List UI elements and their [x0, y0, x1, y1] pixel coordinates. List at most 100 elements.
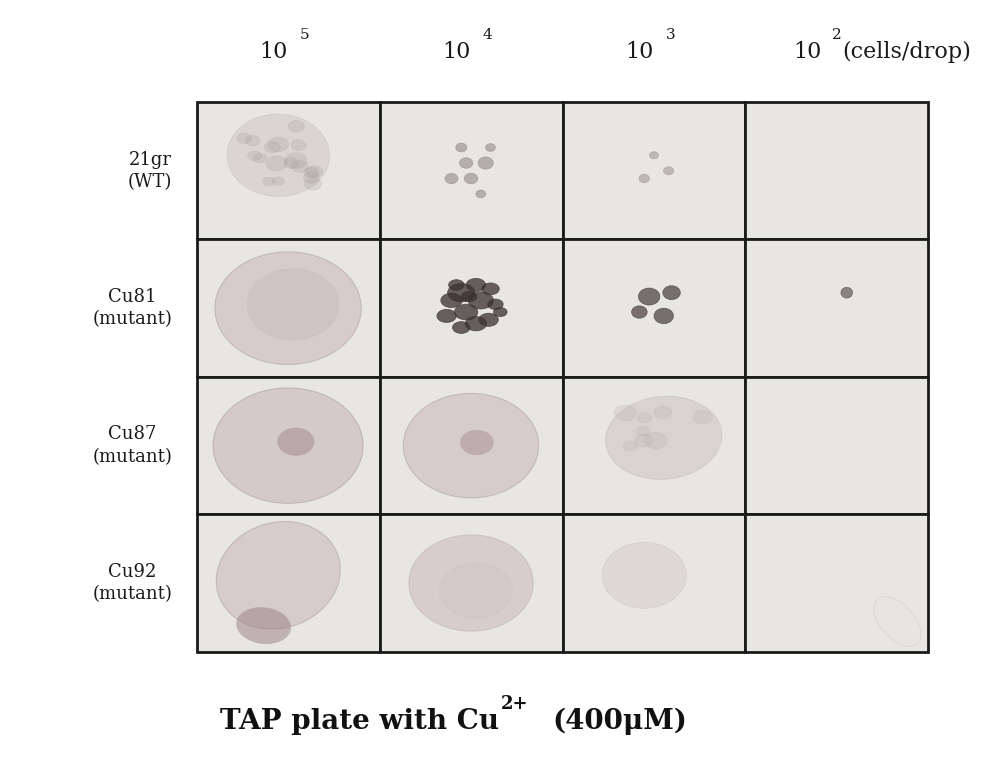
Ellipse shape	[482, 283, 499, 294]
Text: Cu87
(mutant): Cu87 (mutant)	[92, 426, 172, 465]
Ellipse shape	[248, 151, 261, 161]
Ellipse shape	[237, 133, 252, 144]
Bar	[380, 239, 563, 377]
Ellipse shape	[623, 441, 637, 451]
Ellipse shape	[452, 322, 470, 333]
Ellipse shape	[454, 304, 478, 320]
Text: TAP plate with Cu: TAP plate with Cu	[220, 708, 499, 735]
Ellipse shape	[403, 393, 539, 498]
Ellipse shape	[291, 140, 306, 151]
Bar	[197, 377, 380, 514]
Bar	[197, 514, 380, 652]
Text: 2+: 2+	[501, 695, 529, 713]
Ellipse shape	[465, 316, 487, 331]
Text: 10: 10	[442, 41, 471, 64]
Ellipse shape	[841, 287, 853, 298]
Ellipse shape	[486, 144, 496, 152]
Ellipse shape	[292, 161, 308, 172]
Ellipse shape	[409, 535, 533, 631]
Bar	[745, 102, 928, 239]
Ellipse shape	[476, 190, 486, 198]
Text: (400μM): (400μM)	[553, 708, 688, 735]
Ellipse shape	[637, 413, 652, 423]
Bar	[563, 377, 745, 514]
Ellipse shape	[215, 252, 361, 364]
Ellipse shape	[216, 521, 340, 629]
Bar	[563, 514, 745, 652]
Bar	[563, 102, 745, 239]
Ellipse shape	[263, 177, 275, 186]
Ellipse shape	[478, 157, 493, 169]
Ellipse shape	[445, 173, 458, 183]
Bar	[745, 239, 928, 377]
Ellipse shape	[602, 542, 686, 608]
Text: Cu92
(mutant): Cu92 (mutant)	[92, 563, 172, 603]
Text: 2: 2	[832, 29, 842, 43]
Ellipse shape	[644, 432, 667, 449]
Text: 21gr
(WT): 21gr (WT)	[128, 151, 172, 191]
Ellipse shape	[488, 299, 503, 309]
Ellipse shape	[606, 396, 722, 479]
Ellipse shape	[288, 120, 304, 132]
Ellipse shape	[632, 306, 647, 319]
Ellipse shape	[227, 114, 330, 197]
Text: (cells/drop): (cells/drop)	[842, 41, 971, 64]
Ellipse shape	[460, 430, 493, 455]
Ellipse shape	[638, 288, 660, 305]
Ellipse shape	[874, 597, 921, 646]
Bar	[745, 514, 928, 652]
Bar	[197, 239, 380, 377]
Ellipse shape	[459, 158, 473, 169]
Text: 5: 5	[300, 29, 309, 43]
Ellipse shape	[304, 167, 319, 178]
Ellipse shape	[439, 563, 513, 618]
Ellipse shape	[479, 313, 498, 326]
Ellipse shape	[448, 284, 475, 302]
Text: 10: 10	[259, 41, 288, 64]
Ellipse shape	[437, 309, 456, 322]
Ellipse shape	[493, 308, 507, 317]
Text: 10: 10	[625, 41, 654, 64]
Ellipse shape	[634, 434, 653, 447]
Ellipse shape	[303, 172, 319, 183]
Ellipse shape	[245, 135, 260, 146]
Ellipse shape	[304, 178, 322, 190]
Bar	[380, 377, 563, 514]
Ellipse shape	[654, 308, 674, 324]
Ellipse shape	[285, 153, 307, 169]
Text: 4: 4	[483, 29, 492, 43]
Ellipse shape	[468, 292, 493, 309]
Ellipse shape	[213, 388, 363, 503]
Ellipse shape	[264, 141, 280, 153]
Ellipse shape	[649, 152, 659, 159]
Ellipse shape	[654, 406, 672, 419]
Ellipse shape	[268, 138, 288, 152]
Ellipse shape	[247, 269, 339, 340]
Ellipse shape	[464, 173, 478, 184]
Ellipse shape	[663, 286, 680, 300]
Ellipse shape	[237, 608, 291, 644]
Ellipse shape	[306, 166, 323, 177]
Ellipse shape	[639, 174, 650, 183]
Ellipse shape	[254, 153, 267, 163]
Bar	[745, 377, 928, 514]
Bar	[380, 102, 563, 239]
Ellipse shape	[449, 280, 464, 291]
Ellipse shape	[278, 428, 314, 455]
Ellipse shape	[461, 291, 477, 301]
Ellipse shape	[441, 293, 462, 308]
Ellipse shape	[456, 143, 467, 152]
Ellipse shape	[664, 167, 674, 175]
Ellipse shape	[266, 156, 287, 171]
Bar	[563, 239, 745, 377]
Ellipse shape	[283, 158, 298, 169]
Ellipse shape	[466, 278, 486, 291]
Ellipse shape	[636, 426, 650, 436]
Text: 10: 10	[794, 41, 822, 64]
Ellipse shape	[272, 177, 284, 186]
Text: 3: 3	[666, 29, 675, 43]
Bar	[197, 102, 380, 239]
Text: Cu81
(mutant): Cu81 (mutant)	[92, 288, 172, 328]
Ellipse shape	[614, 405, 636, 421]
Bar	[380, 514, 563, 652]
